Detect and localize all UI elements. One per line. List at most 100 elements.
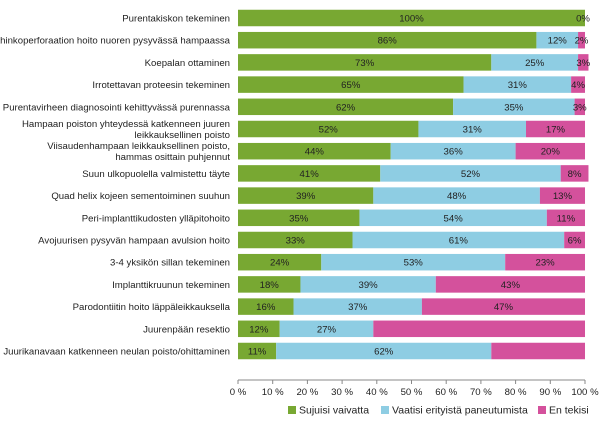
bar-segment (380, 165, 561, 182)
x-tick-label: 60 % (435, 387, 457, 398)
legend-swatch (538, 406, 546, 414)
data-label: 31% (463, 125, 483, 136)
data-label: 16% (256, 302, 276, 313)
data-label: 43% (501, 280, 521, 291)
data-label: 39% (359, 280, 379, 291)
data-label: 11% (557, 213, 576, 224)
data-label: 25% (525, 58, 545, 69)
category-label: Juurikanavaan katkenneen neulan poisto/o… (3, 347, 230, 358)
bar-segment (238, 98, 454, 116)
bar-segment (238, 276, 301, 293)
x-tick-label: 90 % (539, 387, 561, 398)
data-label: 27% (317, 324, 337, 335)
x-axis: 0 % 10 % 20 % 30 % 40 % 50 % 60 % 70 % 80 % 90 % 1… (230, 379, 599, 398)
bar-segment (238, 142, 391, 160)
data-label: 11% (248, 347, 267, 358)
bar-segment (238, 9, 585, 27)
x-tick-label: 80 % (505, 387, 527, 398)
category-labels: Purentakiskon tekeminen Vahinkoperforaati… (0, 14, 231, 358)
bar-segment (491, 342, 585, 360)
data-label: 36% (444, 147, 464, 158)
data-label: 37% (348, 302, 368, 313)
bar-segment (515, 142, 585, 160)
category-label: leikkauksellinen poisto (135, 130, 230, 141)
data-label: 44% (305, 147, 325, 158)
bar-segment (238, 320, 280, 338)
data-label: 20% (541, 147, 561, 158)
data-label: 23% (535, 258, 555, 269)
legend-entry: En tekisi (549, 405, 589, 417)
bar-segment (238, 298, 294, 315)
data-label: 12% (249, 324, 269, 335)
data-label: 61% (449, 236, 469, 247)
data-label: 2% (575, 36, 589, 47)
bar-segment (238, 187, 374, 204)
data-label: 0% (576, 14, 590, 25)
bar-segment (238, 76, 464, 93)
category-label: Avojuurisen pysyvän hampaan avulsion hoi… (38, 236, 230, 247)
data-label: 54% (444, 213, 464, 224)
data-label: 41% (300, 169, 320, 180)
data-label: 24% (270, 258, 290, 269)
data-label: 18% (260, 280, 280, 291)
bar-segment (578, 54, 589, 71)
data-label: 52% (319, 125, 339, 136)
legend: Sujuisi vaivatta Vaatisi erityistä paneut… (288, 405, 589, 417)
category-label: Koepalan ottaminen (145, 58, 230, 69)
data-label: 33% (286, 236, 306, 247)
data-label: 31% (508, 80, 528, 91)
x-tick-label: 20 % (296, 387, 318, 398)
bar-segment (293, 298, 422, 315)
bar-segment (373, 320, 585, 338)
bar-segment (279, 320, 374, 338)
bar-segment (435, 276, 585, 293)
category-label: hammas osittain puhjennut (115, 152, 230, 163)
data-label: 100% (399, 14, 424, 25)
legend-entry: Sujuisi vaivatta (299, 405, 369, 417)
data-label: 53% (404, 258, 424, 269)
bar-segment (463, 76, 572, 93)
bar-segment (238, 342, 277, 360)
x-tick-label: 40 % (366, 387, 388, 398)
data-label: 39% (296, 191, 316, 202)
legend-swatch (288, 406, 296, 414)
data-label: 86% (378, 36, 398, 47)
bar-segment (390, 142, 516, 160)
category-label: Quad helix kojeen sementoiminen suuhun (51, 191, 230, 202)
bar-segment (418, 120, 527, 138)
bar-segment (238, 120, 419, 138)
bar-segment (352, 231, 565, 249)
category-label: Implanttikruunun tekeminen (112, 280, 230, 291)
data-label: 8% (568, 169, 582, 180)
data-label: 35% (289, 213, 309, 224)
x-tick-label: 0 % (230, 387, 247, 398)
bar-segment (238, 54, 492, 71)
data-label: 13% (553, 191, 573, 202)
data-label: 3% (573, 102, 587, 113)
bar-segment (276, 342, 492, 360)
bar-segment (526, 120, 585, 138)
category-label: Juurenpään resektio (143, 324, 230, 335)
category-label: Vahinkoperforaation hoito nuoren pysyväs… (0, 36, 231, 47)
category-label: Hampaan poiston yhteydessä katkenneen ju… (22, 119, 230, 130)
data-label: 48% (447, 191, 467, 202)
x-tick-label: 10 % (262, 387, 284, 398)
bar-segment (578, 31, 585, 49)
category-label: Purentakiskon tekeminen (122, 14, 230, 25)
legend-swatch (381, 406, 389, 414)
data-label: 62% (336, 102, 356, 113)
category-label: 3-4 yksikön sillan tekeminen (110, 258, 230, 269)
bar-segment (505, 253, 585, 271)
bar-segment (238, 165, 381, 182)
data-label: 17% (546, 125, 566, 136)
category-label: Irrotettavan proteesin tekeminen (92, 80, 230, 91)
x-tick-label: 50 % (401, 387, 423, 398)
legend-entry: Vaatisi erityistä paneutumista (392, 405, 528, 417)
data-label: 12% (548, 36, 568, 47)
category-label: Peri-implanttikudosten ylläpitohoito (82, 213, 230, 224)
bar-segment (571, 76, 585, 93)
bar-segment (564, 231, 585, 249)
bar-segment (321, 253, 506, 271)
bar-segment (536, 31, 579, 49)
